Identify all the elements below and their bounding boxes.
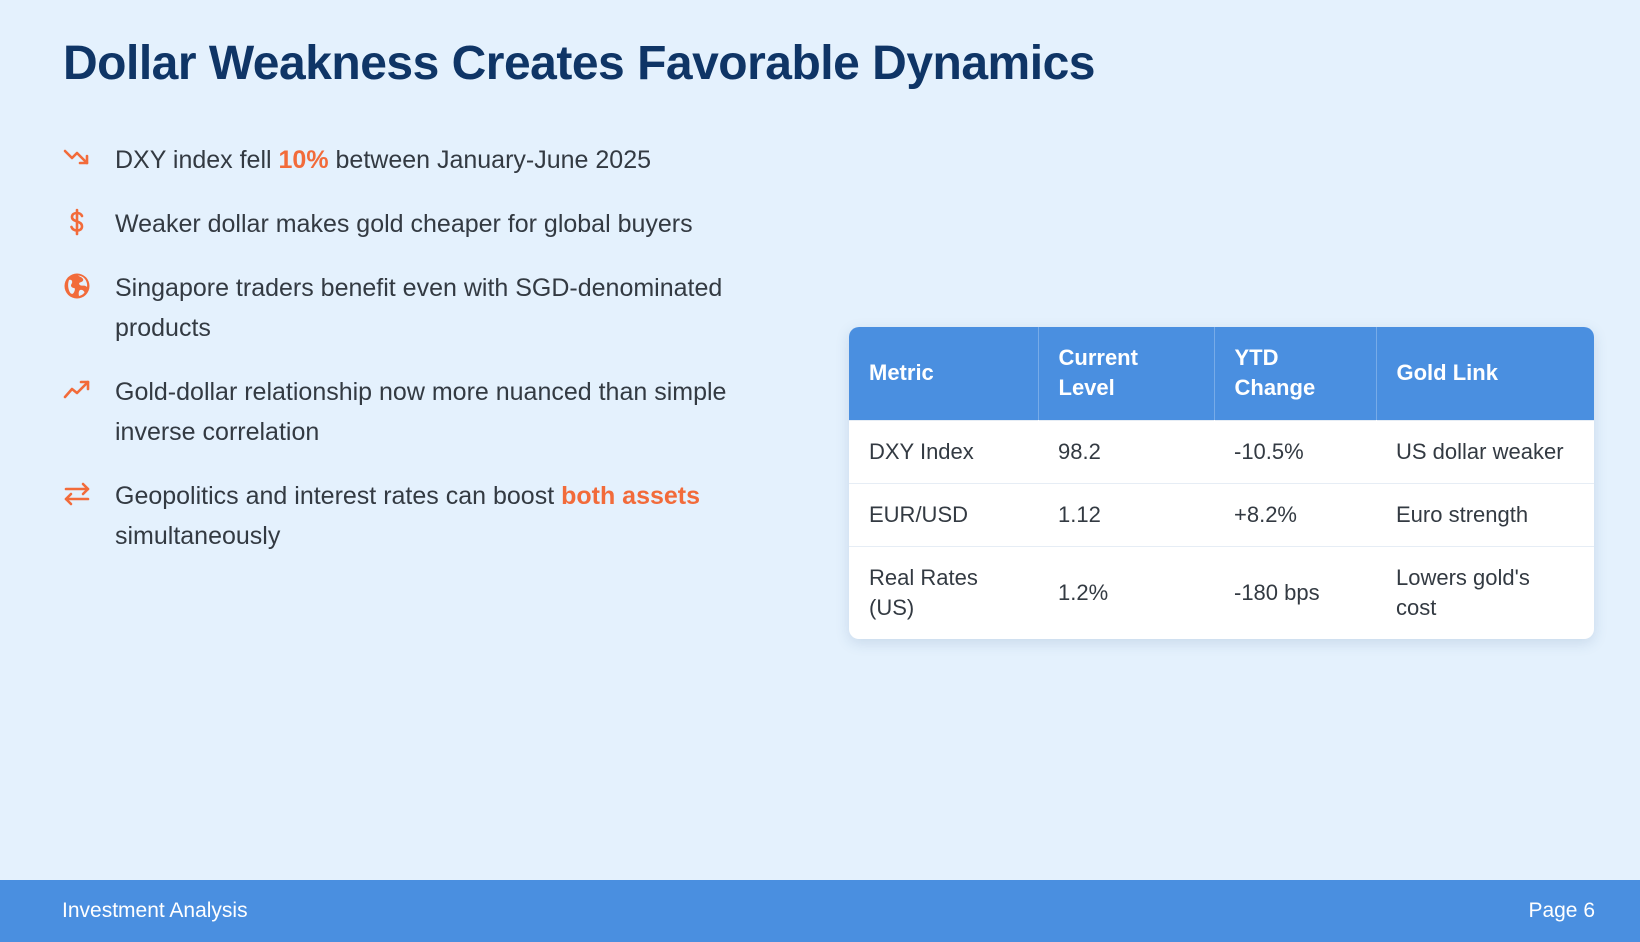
table-cell: DXY Index — [849, 419, 1038, 483]
bullet-list: DXY index fell 10% between January-June … — [63, 140, 783, 580]
bullet-item: Geopolitics and interest rates can boost… — [63, 476, 783, 556]
table-row: Real Rates (US) 1.2% -180 bps Lowers gol… — [849, 545, 1594, 639]
table-cell: 98.2 — [1038, 419, 1214, 483]
table-cell: 1.2% — [1038, 545, 1214, 639]
table-cell: 1.12 — [1038, 482, 1214, 546]
bullet-text: Weaker dollar makes gold cheaper for glo… — [115, 210, 693, 238]
table-cell: -10.5% — [1214, 419, 1376, 483]
table-cell: Euro strength — [1376, 482, 1594, 546]
column-header-current-level: Current Level — [1038, 327, 1215, 420]
slide-title: Dollar Weakness Creates Favorable Dynami… — [63, 37, 1095, 90]
table-cell: US dollar weaker — [1376, 419, 1594, 483]
trend-down-icon — [63, 140, 115, 180]
globe-icon — [63, 268, 115, 308]
table-cell: EUR/USD — [849, 482, 1038, 546]
bullet-item: DXY index fell 10% between January-June … — [63, 140, 783, 180]
bullet-text: DXY index fell 10% between January-June … — [115, 146, 652, 174]
table-cell: -180 bps — [1214, 545, 1376, 639]
bullet-item: Singapore traders benefit even with SGD-… — [63, 268, 783, 348]
metrics-table-card: Metric Current Level YTD Change Gold Lin… — [849, 327, 1594, 639]
table-row: EUR/USD 1.12 +8.2% Euro strength — [849, 482, 1594, 546]
trend-up-icon — [63, 372, 115, 412]
table-header-row: Metric Current Level YTD Change Gold Lin… — [849, 327, 1594, 420]
bullet-text: Singapore traders benefit even with SGD-… — [115, 274, 723, 342]
bullet-item: Gold-dollar relationship now more nuance… — [63, 372, 783, 452]
page-number: Page 6 — [1528, 899, 1595, 922]
metrics-table: Metric Current Level YTD Change Gold Lin… — [849, 327, 1594, 639]
table-cell: +8.2% — [1214, 482, 1376, 546]
column-header-gold-link: Gold Link — [1376, 327, 1594, 420]
bullet-text: Gold-dollar relationship now more nuance… — [115, 378, 727, 446]
footer-label: Investment Analysis — [62, 899, 248, 922]
column-header-metric: Metric — [849, 327, 1039, 420]
table-cell: Lowers gold's cost — [1376, 545, 1594, 639]
table-row: DXY Index 98.2 -10.5% US dollar weaker — [849, 419, 1594, 483]
footer-bar: Investment Analysis Page 6 — [0, 880, 1640, 942]
bullet-text: Geopolitics and interest rates can boost… — [115, 482, 701, 550]
bullet-item: Weaker dollar makes gold cheaper for glo… — [63, 204, 783, 244]
table-cell: Real Rates (US) — [849, 545, 1038, 639]
column-header-ytd-change: YTD Change — [1214, 327, 1377, 420]
dollar-icon — [63, 204, 115, 244]
exchange-arrows-icon — [63, 476, 115, 516]
